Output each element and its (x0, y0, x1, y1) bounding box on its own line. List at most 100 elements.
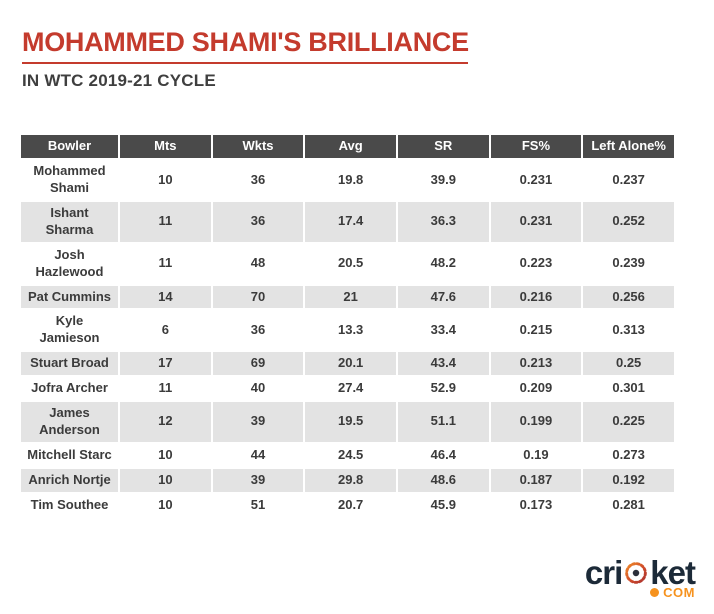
table-row: James Anderson 12 39 19.5 51.1 0.199 0.225 (21, 402, 674, 442)
logo-text-end: ket (650, 554, 696, 591)
stat-cell: 0.231 (490, 160, 582, 201)
table-row: Anrich Nortje 10 39 29.8 48.6 0.187 0.192 (21, 468, 674, 492)
stat-cell: 0.25 (583, 352, 674, 376)
column-header-avg: Avg (305, 135, 396, 159)
stats-table-body: Mohammed Shami 10 36 19.8 39.9 0.231 0.237 Isha… (21, 160, 674, 517)
stat-cell: 20.1 (305, 352, 396, 376)
table-row: Tim Southee 10 51 20.7 45.9 0.173 0.281 (21, 493, 674, 517)
bowler-name-cell: Stuart Broad (21, 352, 118, 376)
stat-cell: 52.9 (397, 377, 489, 401)
stat-cell: 39.9 (397, 160, 489, 201)
header: MOHAMMED SHAMI'S BRILLIANCE IN WTC 2019-… (22, 28, 714, 91)
stat-cell: 0.237 (583, 160, 674, 201)
stat-cell: 20.5 (305, 243, 396, 284)
stat-cell: 10 (120, 493, 211, 517)
stat-cell: 0.187 (490, 468, 582, 492)
bowler-name-cell: James Anderson (21, 402, 118, 442)
stats-table-header: Bowler Mts Wkts Avg SR FS% Left Alone% (21, 135, 674, 159)
bowler-name-cell: Kyle Jamieson (21, 310, 118, 351)
header-row: Bowler Mts Wkts Avg SR FS% Left Alone% (21, 135, 674, 159)
stat-cell: 10 (120, 160, 211, 201)
column-header-sr: SR (397, 135, 489, 159)
column-header-bowler: Bowler (21, 135, 118, 159)
stat-cell: 27.4 (305, 377, 396, 401)
table-row: Jofra Archer 11 40 27.4 52.9 0.209 0.301 (21, 377, 674, 401)
title-underline (22, 62, 468, 65)
stat-cell: 44 (212, 443, 304, 467)
stat-cell: 10 (120, 468, 211, 492)
stat-cell: 0.301 (583, 377, 674, 401)
stat-cell: 36 (212, 202, 304, 242)
stat-cell: 24.5 (305, 443, 396, 467)
bowler-name-cell: Ishant Sharma (21, 202, 118, 242)
stat-cell: 0.225 (583, 402, 674, 442)
bowler-name-cell: Mohammed Shami (21, 160, 118, 201)
stat-cell: 11 (120, 377, 211, 401)
table-row: Ishant Sharma 11 36 17.4 36.3 0.231 0.252 (21, 202, 674, 242)
stat-cell: 48.2 (397, 243, 489, 284)
logo-wordmark: cri ket (585, 554, 696, 591)
table-row: Stuart Broad 17 69 20.1 43.4 0.213 0.25 (21, 352, 674, 376)
stat-cell: 70 (212, 285, 304, 309)
stat-cell: 12 (120, 402, 211, 442)
stat-cell: 0.213 (490, 352, 582, 376)
bowler-name-cell: Jofra Archer (21, 377, 118, 401)
stat-cell: 0.223 (490, 243, 582, 284)
stat-cell: 0.173 (490, 493, 582, 517)
stat-cell: 39 (212, 468, 304, 492)
bowler-name-cell: Anrich Nortje (21, 468, 118, 492)
column-header-mts: Mts (120, 135, 211, 159)
stat-cell: 69 (212, 352, 304, 376)
stat-cell: 51 (212, 493, 304, 517)
stat-cell: 39 (212, 402, 304, 442)
stat-cell: 0.192 (583, 468, 674, 492)
stat-cell: 0.281 (583, 493, 674, 517)
stat-cell: 20.7 (305, 493, 396, 517)
table-row: Josh Hazlewood 11 48 20.5 48.2 0.223 0.239 (21, 243, 674, 284)
stat-cell: 46.4 (397, 443, 489, 467)
stat-cell: 0.199 (490, 402, 582, 442)
column-header-fs-: FS% (490, 135, 582, 159)
stat-cell: 19.8 (305, 160, 396, 201)
stat-cell: 21 (305, 285, 396, 309)
table-row: Kyle Jamieson 6 36 13.3 33.4 0.215 0.313 (21, 310, 674, 351)
page-title: MOHAMMED SHAMI'S BRILLIANCE (22, 27, 469, 57)
stat-cell: 14 (120, 285, 211, 309)
stat-cell: 0.216 (490, 285, 582, 309)
stat-cell: 0.19 (490, 443, 582, 467)
stat-cell: 47.6 (397, 285, 489, 309)
column-header-wkts: Wkts (212, 135, 304, 159)
page-subtitle: IN WTC 2019-21 CYCLE (22, 71, 216, 91)
stat-cell: 6 (120, 310, 211, 351)
stats-table-container: Bowler Mts Wkts Avg SR FS% Left Alone% Mohamme… (19, 133, 714, 518)
stat-cell: 0.252 (583, 202, 674, 242)
table-row: Mohammed Shami 10 36 19.8 39.9 0.231 0.237 (21, 160, 674, 201)
logo-com-row: COM (650, 585, 695, 600)
stat-cell: 11 (120, 243, 211, 284)
stat-cell: 48.6 (397, 468, 489, 492)
stat-cell: 0.209 (490, 377, 582, 401)
stat-cell: 43.4 (397, 352, 489, 376)
logo-com-label: COM (663, 585, 695, 600)
stat-cell: 19.5 (305, 402, 396, 442)
stat-cell: 33.4 (397, 310, 489, 351)
cricket-com-logo: cri ket COM (585, 554, 696, 600)
stat-cell: 0.239 (583, 243, 674, 284)
stat-cell: 51.1 (397, 402, 489, 442)
stat-cell: 17 (120, 352, 211, 376)
stat-cell: 11 (120, 202, 211, 242)
stat-cell: 0.256 (583, 285, 674, 309)
stat-cell: 0.215 (490, 310, 582, 351)
stat-cell: 0.273 (583, 443, 674, 467)
cricket-ball-icon (625, 561, 648, 584)
stat-cell: 36.3 (397, 202, 489, 242)
stat-cell: 36 (212, 160, 304, 201)
stat-cell: 0.231 (490, 202, 582, 242)
stat-cell: 48 (212, 243, 304, 284)
stats-table: Bowler Mts Wkts Avg SR FS% Left Alone% Mohamme… (19, 133, 676, 518)
stat-cell: 13.3 (305, 310, 396, 351)
stat-cell: 17.4 (305, 202, 396, 242)
stat-cell: 45.9 (397, 493, 489, 517)
logo-dot-icon (650, 588, 660, 597)
bowler-name-cell: Josh Hazlewood (21, 243, 118, 284)
